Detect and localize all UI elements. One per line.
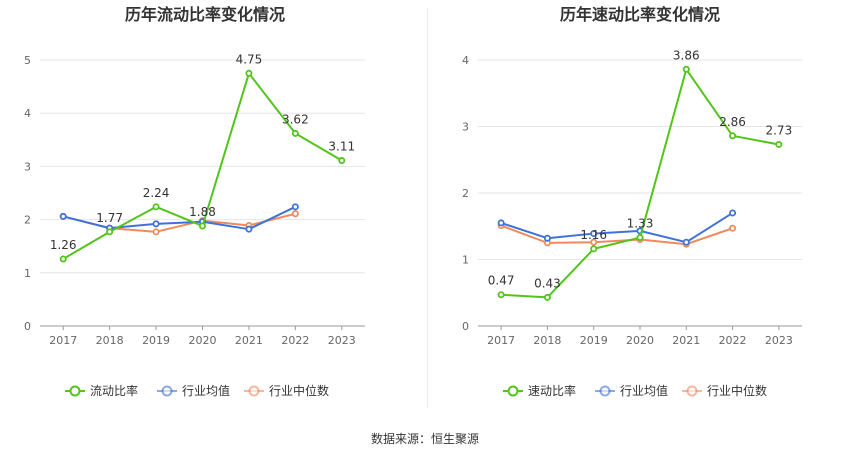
- panel-divider: [427, 8, 428, 408]
- x-tick-label: 2023: [328, 334, 356, 347]
- data-point: [543, 293, 551, 301]
- data-point: [59, 255, 67, 263]
- data-label: 3.62: [282, 112, 309, 126]
- y-tick-label: 1: [24, 267, 31, 280]
- legend-item: 行业中位数: [244, 383, 329, 398]
- legend-swatch-marker: [248, 385, 260, 397]
- data-point: [729, 209, 737, 217]
- legend-item: 流动比率: [65, 383, 138, 398]
- legend-swatch-marker: [599, 385, 611, 397]
- data-point: [291, 129, 299, 137]
- x-tick-label: 2017: [487, 334, 515, 347]
- data-point: [543, 234, 551, 242]
- series-line-2: [62, 205, 296, 231]
- data-point: [245, 69, 253, 77]
- legend-label: 行业均值: [620, 383, 668, 398]
- legend-label: 行业中位数: [707, 383, 767, 398]
- x-tick-label: 2017: [49, 334, 77, 347]
- data-label: 3.86: [673, 48, 700, 62]
- data-point: [152, 220, 160, 228]
- data-point: [291, 203, 299, 211]
- legend-label: 行业均值: [182, 383, 230, 398]
- x-tick-label: 2018: [96, 334, 124, 347]
- chart-2: 历年速动比率变化情况 0 1 2 3 4 2017 2018 2019 2020 2021 2022 2…: [462, 5, 802, 398]
- chart-title: 历年速动比率变化情况: [560, 5, 720, 24]
- data-point: [152, 203, 160, 211]
- x-tick-label: 2021: [672, 334, 700, 347]
- series-line-2: [500, 212, 734, 244]
- legend-item: 行业均值: [595, 383, 668, 398]
- data-point: [682, 238, 690, 246]
- y-tick-label: 3: [462, 121, 469, 134]
- x-tick-label: 2020: [626, 334, 654, 347]
- x-tick-label: 2023: [765, 334, 793, 347]
- y-tick-label: 2: [24, 214, 31, 227]
- data-point: [729, 132, 737, 140]
- y-tick-label: 5: [24, 54, 31, 67]
- data-label: 1.77: [96, 211, 123, 225]
- data-point: [590, 238, 598, 246]
- data-point: [729, 224, 737, 232]
- series-line-3: [500, 224, 733, 246]
- data-point: [682, 65, 690, 73]
- series-line-1: [501, 68, 780, 299]
- data-point: [106, 228, 114, 236]
- legend-label: 行业中位数: [269, 383, 329, 398]
- source-note: 数据来源：恒生聚源: [370, 432, 479, 446]
- x-tick-label: 2021: [235, 334, 263, 347]
- y-tick-label: 2: [462, 187, 469, 200]
- y-tick-label: 0: [24, 320, 31, 333]
- legend-item: 速动比率: [503, 383, 576, 398]
- data-point: [590, 245, 598, 253]
- data-point: [198, 222, 206, 230]
- data-point: [497, 291, 505, 299]
- x-tick-label: 2018: [533, 334, 561, 347]
- data-point: [775, 140, 783, 148]
- data-point: [152, 228, 160, 236]
- x-tick-label: 2020: [189, 334, 217, 347]
- legend-swatch-marker: [161, 385, 173, 397]
- x-tick-label: 2022: [281, 334, 309, 347]
- chart-1: 历年流动比率变化情况 0 1 2 3 4 5 2017 2018 2019 2020 2021 2022…: [24, 5, 365, 398]
- chart-title: 历年流动比率变化情况: [125, 5, 285, 24]
- data-label: 1.26: [50, 238, 77, 252]
- legend-swatch-marker: [507, 385, 519, 397]
- data-label: 3.11: [328, 140, 355, 154]
- y-tick-label: 4: [462, 54, 469, 67]
- data-label: 2.24: [143, 186, 170, 200]
- y-tick-label: 0: [462, 320, 469, 333]
- data-point: [497, 219, 505, 227]
- y-tick-label: 3: [24, 160, 31, 173]
- x-tick-label: 2019: [580, 334, 608, 347]
- data-label: 2.86: [719, 115, 746, 129]
- x-tick-label: 2022: [719, 334, 747, 347]
- data-point: [245, 225, 253, 233]
- data-label: 4.75: [236, 52, 263, 66]
- data-label: 0.43: [534, 276, 561, 290]
- data-point: [636, 234, 644, 242]
- y-tick-label: 1: [462, 254, 469, 267]
- data-label: 1.88: [189, 205, 216, 219]
- data-point: [291, 210, 299, 218]
- legend-label: 速动比率: [528, 383, 576, 398]
- legend-swatch-marker: [686, 385, 698, 397]
- y-tick-label: 4: [24, 107, 31, 120]
- legend-label: 流动比率: [90, 383, 138, 398]
- x-tick-label: 2019: [142, 334, 170, 347]
- data-label: 1.33: [627, 217, 654, 231]
- data-point: [338, 157, 346, 165]
- legend-swatch-marker: [69, 385, 81, 397]
- legend-item: 行业中位数: [682, 383, 767, 398]
- data-label: 1.16: [580, 228, 607, 242]
- legend-item: 行业均值: [157, 383, 230, 398]
- data-point: [59, 212, 67, 220]
- data-label: 2.73: [765, 123, 792, 137]
- data-label: 0.47: [488, 274, 515, 288]
- data-point: [590, 230, 598, 238]
